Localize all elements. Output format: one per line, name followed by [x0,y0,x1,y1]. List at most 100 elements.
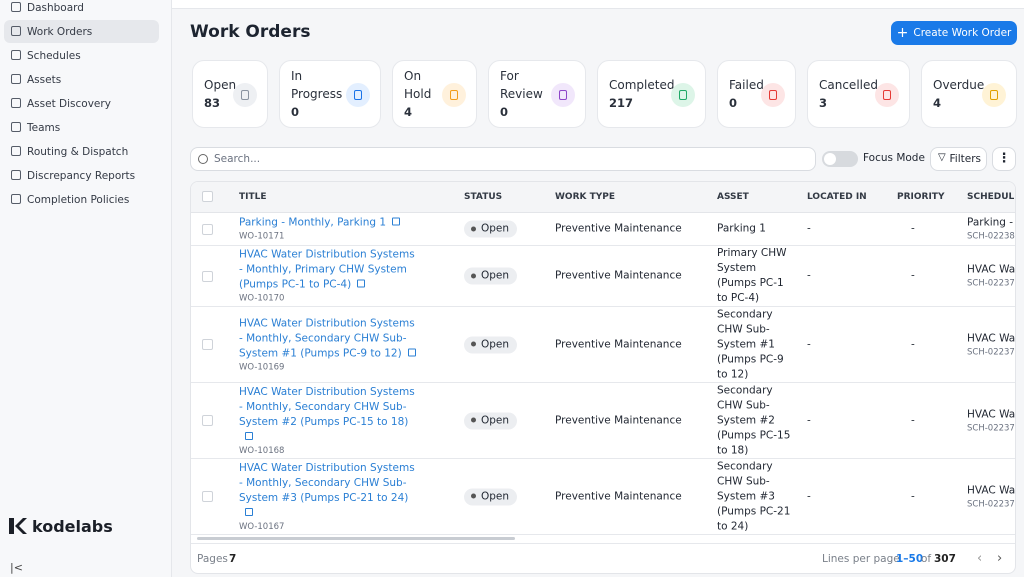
stat-text: Overdue 4 [933,76,984,112]
nav-item[interactable]: Discrepancy Reports [4,164,159,187]
filters-button[interactable]: ▽ Filters [930,147,987,171]
title-link[interactable]: HVAC Water Distribution Systems - Monthl… [239,317,415,359]
stat-text: Open 83 [204,76,236,112]
nav-label: Completion Policies [27,193,130,206]
title-link[interactable]: Parking - Monthly, Parking 1 [239,216,387,229]
sidebar: Dashboard Work Orders Schedules Assets Asset… [0,0,172,577]
checkbox[interactable] [202,191,213,202]
stat-icon [671,83,695,107]
table: TITLE STATUS WORK TYPE ASSET LOCATED IN PRIOR… [190,181,1016,574]
stat-text: Cancelled 3 [819,76,878,112]
more-button[interactable]: ⋮ [992,147,1016,171]
nav-label: Asset Discovery [27,97,111,110]
collapse[interactable]: |< [10,561,23,574]
stat-label: Completed [609,78,675,92]
wo-id: WO-10168 [239,445,285,456]
stat-card[interactable]: For Review 0 [488,60,586,128]
stat-icon [875,83,899,107]
stat-card[interactable]: Completed 217 [597,60,706,128]
search-placeholder: Search... [214,153,261,165]
icon-glyph [559,90,567,100]
stat-label: In Progress [291,69,343,101]
nav-label: Dashboard [27,1,84,14]
status-pill: Open [464,336,518,353]
schedule-name: HVAC Wate [967,484,1016,496]
asset: Primary CHW System (Pumps PC-1 to PC-4) [717,247,787,304]
nav-label: Teams [27,121,61,134]
stat-card[interactable]: Open 83 [192,60,268,128]
title-link[interactable]: HVAC Water Distribution Systems - Monthl… [239,248,415,291]
page-title: Work Orders [190,22,311,42]
nav-item[interactable]: Teams [4,116,159,139]
stat-value: 83 [204,96,221,110]
next[interactable]: › [997,551,1003,566]
wo-id: WO-10167 [239,521,285,532]
search[interactable]: Search... [190,147,816,171]
status-dot [471,273,476,278]
stat-icon [761,83,785,107]
nav-icon [11,170,21,180]
prev[interactable]: ‹ [977,551,983,566]
icon-glyph [769,90,777,100]
title-link[interactable]: HVAC Water Distribution Systems - Monthl… [239,385,415,428]
external-icon [245,507,253,516]
checkbox[interactable] [202,223,213,235]
stat-label: For Review [500,69,543,101]
status-text: Open [481,338,510,350]
stat-label: On Hold [404,69,432,101]
schedule-id: SCH-02237 [967,423,1015,433]
asset: Secondary CHW Sub-System #2 (Pumps PC-15… [717,384,791,456]
nav-item[interactable]: Completion Policies [4,188,159,211]
stat-card[interactable]: On Hold 4 [392,60,477,128]
nav-item[interactable]: Assets [4,68,159,91]
schedule-name: HVAC Wate [967,408,1016,420]
table-footer: Pages 7 Lines per page 1–50 of 307 ‹ › [191,543,1015,573]
icon-glyph [883,90,891,100]
stat-icon [442,83,466,107]
focus-toggle[interactable] [822,151,858,167]
checkbox[interactable] [202,491,213,502]
table-row: HVAC Water Distribution Systems - Monthl… [191,246,1015,307]
schedule: HVAC Wate SCH-02237 [967,483,1016,510]
checkbox[interactable] [202,415,213,426]
nav-item[interactable]: Schedules [4,44,159,67]
wo-id: WO-10171 [239,231,285,242]
nav-item[interactable]: Asset Discovery [4,92,159,115]
total: 307 [934,553,956,565]
checkbox[interactable] [202,270,213,282]
priority: - [911,338,915,350]
nav-item[interactable]: Routing & Dispatch [4,140,159,163]
schedule-id: SCH-02237 [967,278,1015,289]
external-icon [407,348,416,356]
column-header: SCHEDULE [967,192,1016,202]
filters-label: Filters [949,153,981,165]
stat-icon [346,83,370,107]
icon-glyph [450,90,458,100]
status-dot [471,493,476,499]
status-dot [471,341,476,347]
stat-icon [233,83,257,107]
column-header: PRIORITY [897,192,945,202]
nav-item[interactable]: Work Orders [4,20,159,43]
stat-value: 0 [291,105,300,119]
schedule: Parking - M SCH-02238 [967,216,1015,243]
nav-icon [11,122,21,132]
table-body: Parking - Monthly, Parking 1 WO-10171 Open… [191,213,1016,539]
title-cell: HVAC Water Distribution Systems - Monthl… [239,385,417,457]
nav-item[interactable]: Dashboard [4,0,159,19]
nav-icon [11,74,21,84]
priority: - [911,490,915,502]
icon-glyph [990,90,998,100]
checkbox[interactable] [202,339,213,350]
stat-card[interactable]: In Progress 0 [279,60,381,128]
stat-text: On Hold 4 [404,67,441,121]
stat-card[interactable]: Cancelled 3 [807,60,910,128]
work-type: Preventive Maintenance [555,338,682,350]
title-link[interactable]: HVAC Water Distribution Systems - Monthl… [239,461,415,504]
stat-card[interactable]: Failed 0 [717,60,796,128]
stat-card[interactable]: Overdue 4 [921,60,1017,128]
status-pill: Open [464,220,518,238]
nav-icon [11,50,21,60]
create-button[interactable]: + Create Work Order [891,21,1017,45]
